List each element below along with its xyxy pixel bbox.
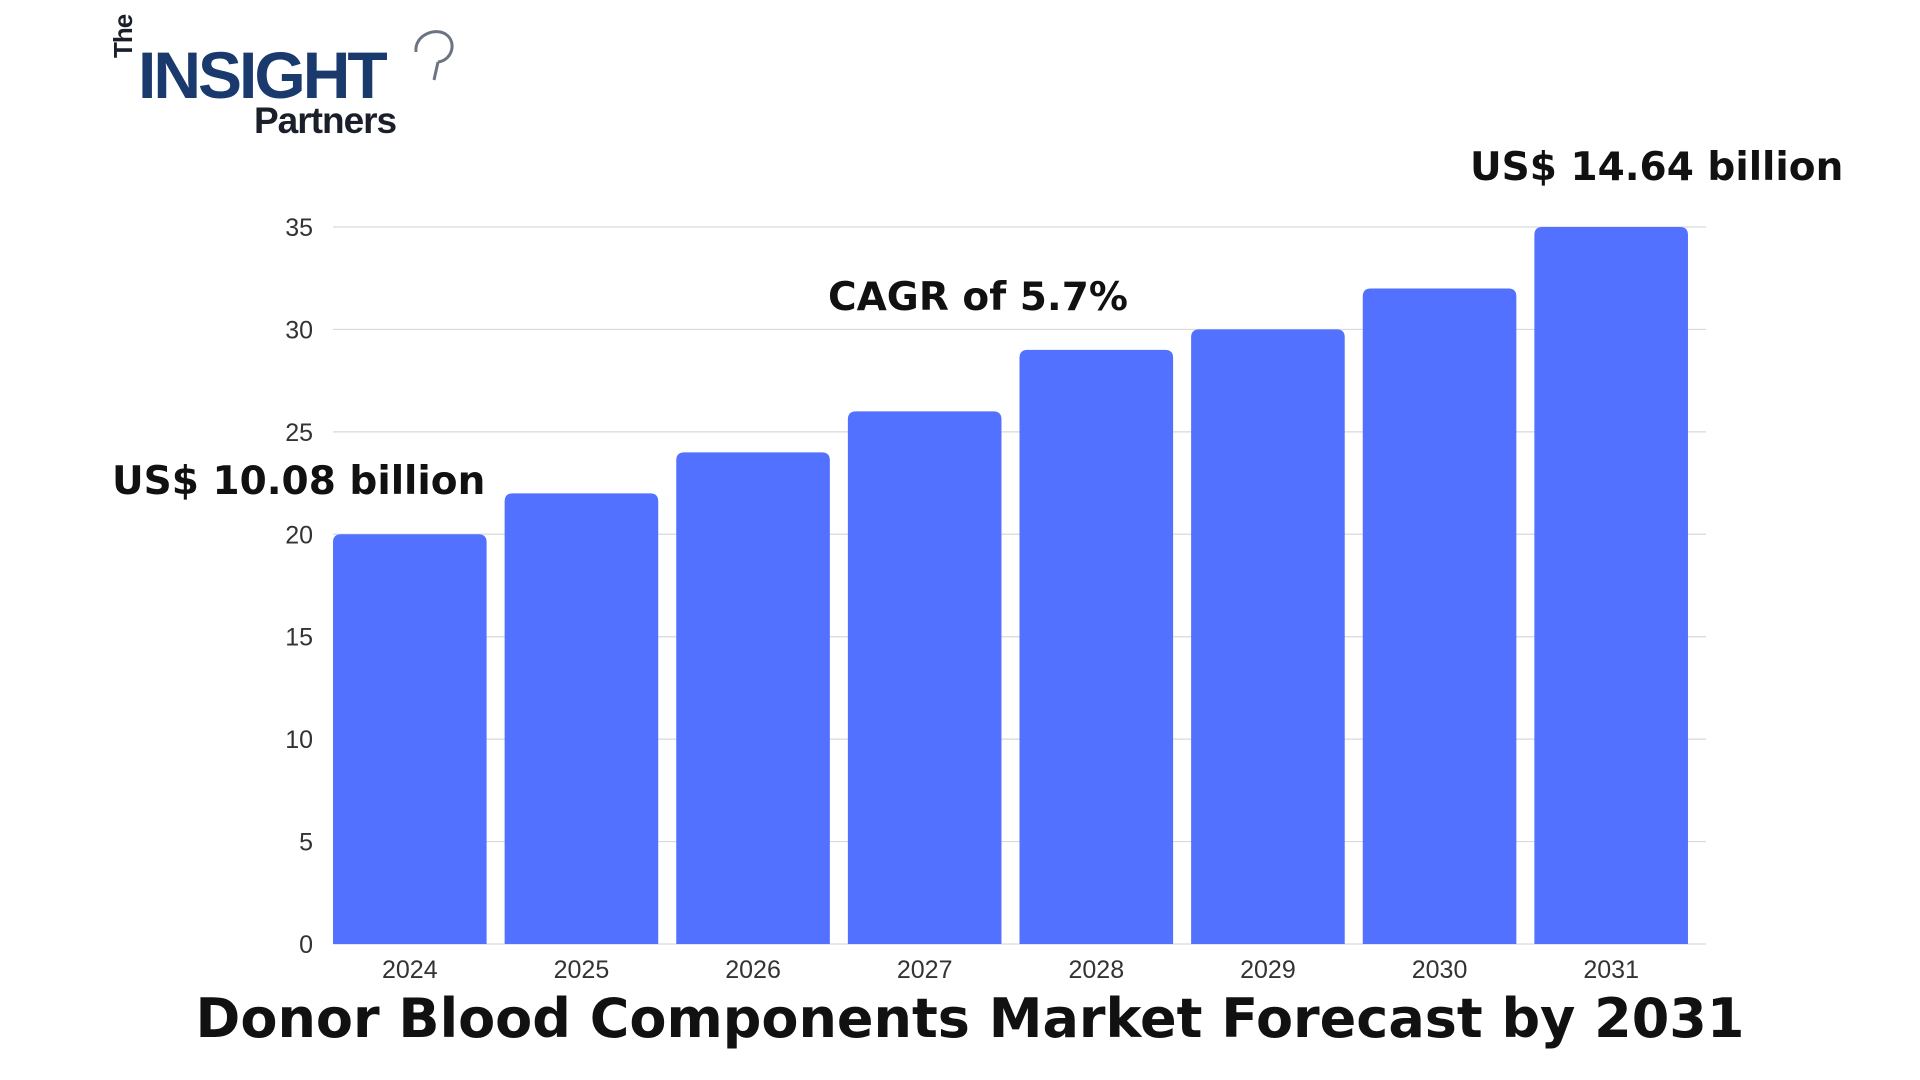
x-tick-label: 2027 [897,956,953,984]
x-tick-label: 2025 [554,956,610,984]
brand-logo: The INSIGHT Partners [108,15,454,147]
bar-2029 [1191,329,1345,944]
x-axis-ticks: 2024 2025 2026 2027 2028 2029 2030 2031 [382,956,1639,984]
bar-2025 [504,493,659,944]
y-tick-label: 30 [285,316,313,344]
bars [333,227,1688,944]
bar-2028 [1019,349,1174,944]
bar-2027 [847,411,1002,944]
bar-2026 [676,452,830,944]
cagr-annotation: CAGR of 5.7% [828,275,1128,320]
bar-2031 [1534,227,1688,944]
y-tick-label: 0 [299,931,313,959]
y-tick-label: 20 [285,521,313,549]
logo-swirl-icon [414,30,454,81]
logo-insight-text: INSIGHT [138,38,388,112]
logo-partners-text: Partners [254,100,397,141]
y-tick-label: 5 [299,829,313,857]
y-tick-label: 25 [285,419,313,447]
x-tick-label: 2031 [1583,956,1639,984]
x-tick-label: 2028 [1068,956,1124,984]
bar-2030 [1362,288,1517,944]
chart-title: Donor Blood Components Market Forecast b… [195,987,1745,1050]
x-tick-label: 2024 [382,956,438,984]
end-value-annotation: US$ 14.64 billion [1470,145,1844,190]
y-axis-ticks: 0 5 10 15 20 25 30 35 [285,214,313,959]
bar-2024 [333,534,487,944]
x-tick-label: 2026 [725,956,781,984]
y-tick-label: 15 [285,624,313,652]
x-tick-label: 2029 [1240,956,1296,984]
start-value-annotation: US$ 10.08 billion [112,459,486,504]
x-tick-label: 2030 [1412,956,1468,984]
y-tick-label: 10 [285,726,313,754]
y-tick-label: 35 [285,214,313,242]
